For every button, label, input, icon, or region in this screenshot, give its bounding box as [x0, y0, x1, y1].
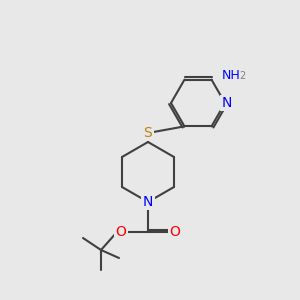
Text: N: N	[222, 96, 232, 110]
Text: O: O	[116, 225, 126, 239]
Text: N: N	[143, 195, 153, 209]
Text: O: O	[169, 225, 180, 239]
Text: S: S	[144, 126, 152, 140]
Text: 2: 2	[239, 70, 246, 81]
Text: NH: NH	[221, 69, 240, 82]
